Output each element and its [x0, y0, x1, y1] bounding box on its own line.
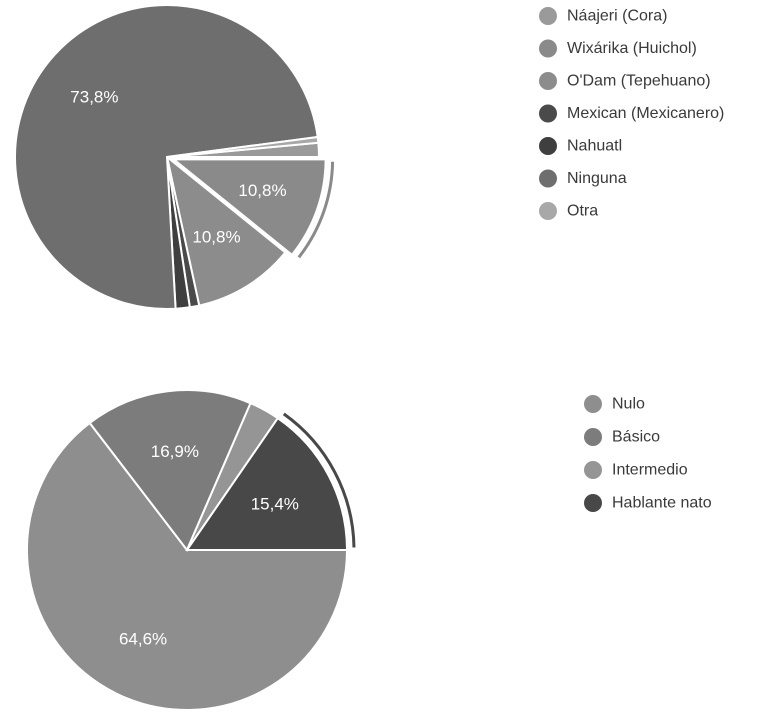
- legend-item-wixarika-huichol: Wixárika (Huichol): [539, 39, 697, 58]
- legend-swatch: [539, 137, 557, 155]
- legend-swatch: [539, 104, 557, 123]
- legend-label: Hablante nato: [612, 495, 712, 512]
- legend-item-otra: Otra: [539, 202, 598, 220]
- legend-label: Básico: [612, 429, 660, 446]
- pie-slice-wixarika-huichol: [170, 158, 327, 257]
- legend-label: O'Dam (Tepehuano): [567, 73, 711, 90]
- pie-slice-o-dam-tepehuano: [165, 154, 287, 307]
- legend-item-mexican-mexicanero: Mexican (Mexicanero): [539, 104, 724, 123]
- legend-swatch: [539, 39, 557, 58]
- legend-languages: Náajeri (Cora) Wixárika (Huichol) O'Dam (T…: [539, 7, 724, 220]
- legend-item-nulo: Nulo: [584, 395, 645, 413]
- pie-chart-proficiency: 64,6% 16,9% 15,4%: [26, 389, 356, 711]
- legend-label: Otra: [567, 203, 598, 220]
- legend-swatch: [539, 202, 557, 220]
- pie-slice-otra: [166, 135, 320, 158]
- legend-label: Ninguna: [567, 170, 627, 187]
- data-label-basico: 16,9%: [151, 442, 199, 461]
- legend-swatch: [539, 7, 557, 25]
- legend-item-hablante-nato: Hablante nato: [584, 494, 712, 512]
- data-label-hablante-nato: 15,4%: [251, 494, 299, 513]
- legend-item-naajeri-cora: Náajeri (Cora): [539, 7, 667, 25]
- legend-label: Intermedio: [612, 462, 688, 479]
- legend-item-intermedio: Intermedio: [584, 461, 688, 479]
- legend-label: Wixárika (Huichol): [567, 40, 697, 57]
- legend-item-basico: Básico: [584, 428, 660, 446]
- legend-label: Nulo: [612, 396, 645, 413]
- legend-label: Náajeri (Cora): [567, 8, 667, 25]
- legend-label: Nahuatl: [567, 138, 622, 155]
- highlight-arc-wixarika-huichol: [297, 161, 335, 259]
- data-label-o-dam-tepehuano: 10,8%: [192, 228, 240, 247]
- legend-item-nahuatl: Nahuatl: [539, 137, 622, 155]
- pie-slice-basico: [88, 389, 252, 552]
- legend-swatch: [539, 72, 557, 90]
- legend-swatch: [584, 461, 602, 479]
- legend-swatch: [584, 494, 602, 512]
- data-label-wixarika-huichol: 10,8%: [238, 181, 286, 200]
- pie-slice-nulo: [26, 421, 349, 711]
- pie-slice-hablante-nato: [185, 416, 349, 551]
- legend-swatch: [584, 428, 602, 446]
- legend-label: Mexican (Mexicanero): [567, 105, 724, 122]
- legend-item-o-dam-tepehuano: O'Dam (Tepehuano): [539, 72, 711, 90]
- legend-swatch: [539, 169, 557, 188]
- pie-chart-languages: 10,8% 10,8% 73,8%: [14, 4, 335, 310]
- highlight-arc-hablante-nato: [282, 412, 356, 548]
- legend-proficiency: Nulo Básico Intermedio Hablante nato: [584, 395, 712, 512]
- pie-slice-ninguna: [14, 4, 319, 310]
- legend-item-ninguna: Ninguna: [539, 169, 627, 188]
- legend-swatch: [584, 395, 602, 413]
- data-label-nulo: 64,6%: [119, 629, 167, 648]
- data-label-ninguna: 73,8%: [70, 87, 118, 106]
